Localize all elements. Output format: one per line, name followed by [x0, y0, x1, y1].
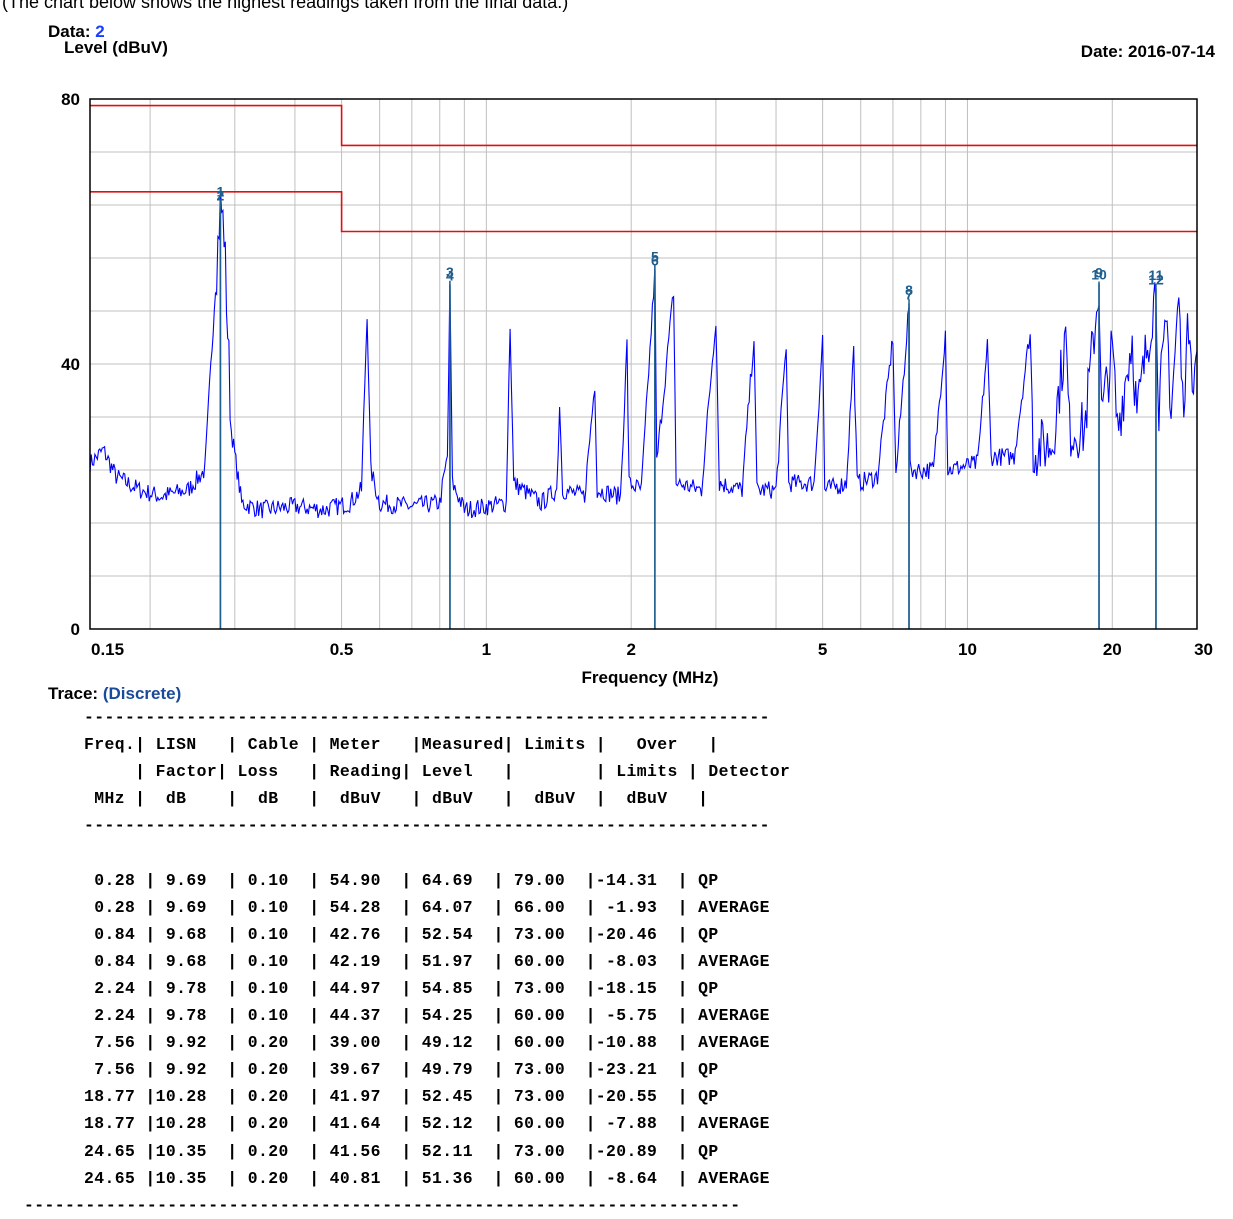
table-header-line: | Factor| Loss | Reading| Level | | Limi…	[84, 762, 791, 782]
y-tick-label: 80	[61, 90, 80, 109]
marker-label: 7	[905, 287, 913, 303]
table-header-line: MHz | dB | dB | dBuV | dBuV | dBuV | dBu…	[84, 789, 709, 809]
marker-label: 9	[1095, 265, 1103, 281]
limit-lines	[90, 104, 1197, 233]
y-tick-label: 40	[61, 355, 80, 374]
x-tick-label: 1	[482, 640, 491, 659]
trace-value: (Discrete)	[102, 684, 182, 703]
table-header-line: Freq.| LISN | Cable | Meter |Measured| L…	[84, 735, 719, 755]
y-axis-label: Level (dBuV)	[64, 38, 168, 57]
table-rule: ----------------------------------------…	[24, 1195, 741, 1215]
x-tick-label: 20	[1103, 640, 1122, 659]
table-row: 0.84 | 9.68 | 0.10 | 42.19 | 51.97 | 60.…	[84, 951, 770, 971]
x-tick-label: 30	[1194, 640, 1213, 659]
chart-grid	[90, 99, 1197, 629]
marker-label: 4	[446, 268, 454, 284]
table-row: 24.65 |10.35 | 0.20 | 41.56 | 52.11 | 73…	[84, 1141, 719, 1161]
marker-label: 6	[651, 253, 659, 269]
x-axis-label: Frequency (MHz)	[581, 668, 719, 687]
table-row: 2.24 | 9.78 | 0.10 | 44.97 | 54.85 | 73.…	[84, 978, 719, 998]
x-tick-label: 0.15	[91, 640, 124, 659]
marker-label: 10	[1091, 267, 1107, 283]
data-label: Data: 2	[48, 22, 105, 42]
table-row: 7.56 | 9.92 | 0.20 | 39.00 | 49.12 | 60.…	[84, 1033, 770, 1053]
table-row: 2.24 | 9.78 | 0.10 | 44.37 | 54.25 | 60.…	[84, 1006, 770, 1026]
data-value: 2	[95, 22, 105, 41]
limit-line-qp	[90, 104, 1197, 147]
marker-label: 5	[651, 249, 659, 265]
date-label: Date: 2016-07-14	[1080, 42, 1215, 61]
data-label-text: Data:	[48, 22, 91, 41]
table-row: 0.28 | 9.69 | 0.10 | 54.28 | 64.07 | 66.…	[84, 897, 770, 917]
table-row: 18.77 |10.28 | 0.20 | 41.64 | 52.12 | 60…	[84, 1114, 770, 1134]
x-tick-label: 10	[958, 640, 977, 659]
table-row: 7.56 | 9.92 | 0.20 | 39.67 | 49.79 | 73.…	[84, 1060, 719, 1080]
measurement-table: ----------------------------------------…	[24, 704, 801, 1219]
marker-label: 11	[1149, 267, 1164, 283]
trace-line	[89, 187, 1198, 519]
trace-layer	[89, 187, 1198, 519]
x-tick-label: 5	[818, 640, 827, 659]
x-tick-label: 0.5	[330, 640, 354, 659]
table-row: 0.84 | 9.68 | 0.10 | 42.76 | 52.54 | 73.…	[84, 924, 719, 944]
table-row: 18.77 |10.28 | 0.20 | 41.97 | 52.45 | 73…	[84, 1087, 719, 1107]
trace-label: Trace: (Discrete)	[48, 684, 181, 704]
table-rule: ----------------------------------------…	[84, 816, 770, 836]
marker-label: 2	[217, 188, 225, 204]
x-tick-label: 2	[626, 640, 635, 659]
marker-label: 3	[446, 264, 454, 280]
trace-label-text: Trace:	[48, 684, 99, 703]
report-caption: (The chart below shows the highest readi…	[2, 0, 569, 12]
limit-line-average	[90, 191, 1197, 233]
table-row: 0.28 | 9.69 | 0.10 | 54.90 | 64.69 | 79.…	[84, 870, 719, 890]
marker-label: 1	[217, 183, 225, 199]
plot-border	[89, 98, 1198, 630]
table-row: 24.65 |10.35 | 0.20 | 40.81 | 51.36 | 60…	[84, 1168, 770, 1188]
marker-label: 8	[905, 282, 913, 298]
table-rule: ----------------------------------------…	[84, 708, 770, 727]
y-tick-label: 0	[71, 620, 80, 639]
marker-label: 12	[1148, 272, 1164, 288]
